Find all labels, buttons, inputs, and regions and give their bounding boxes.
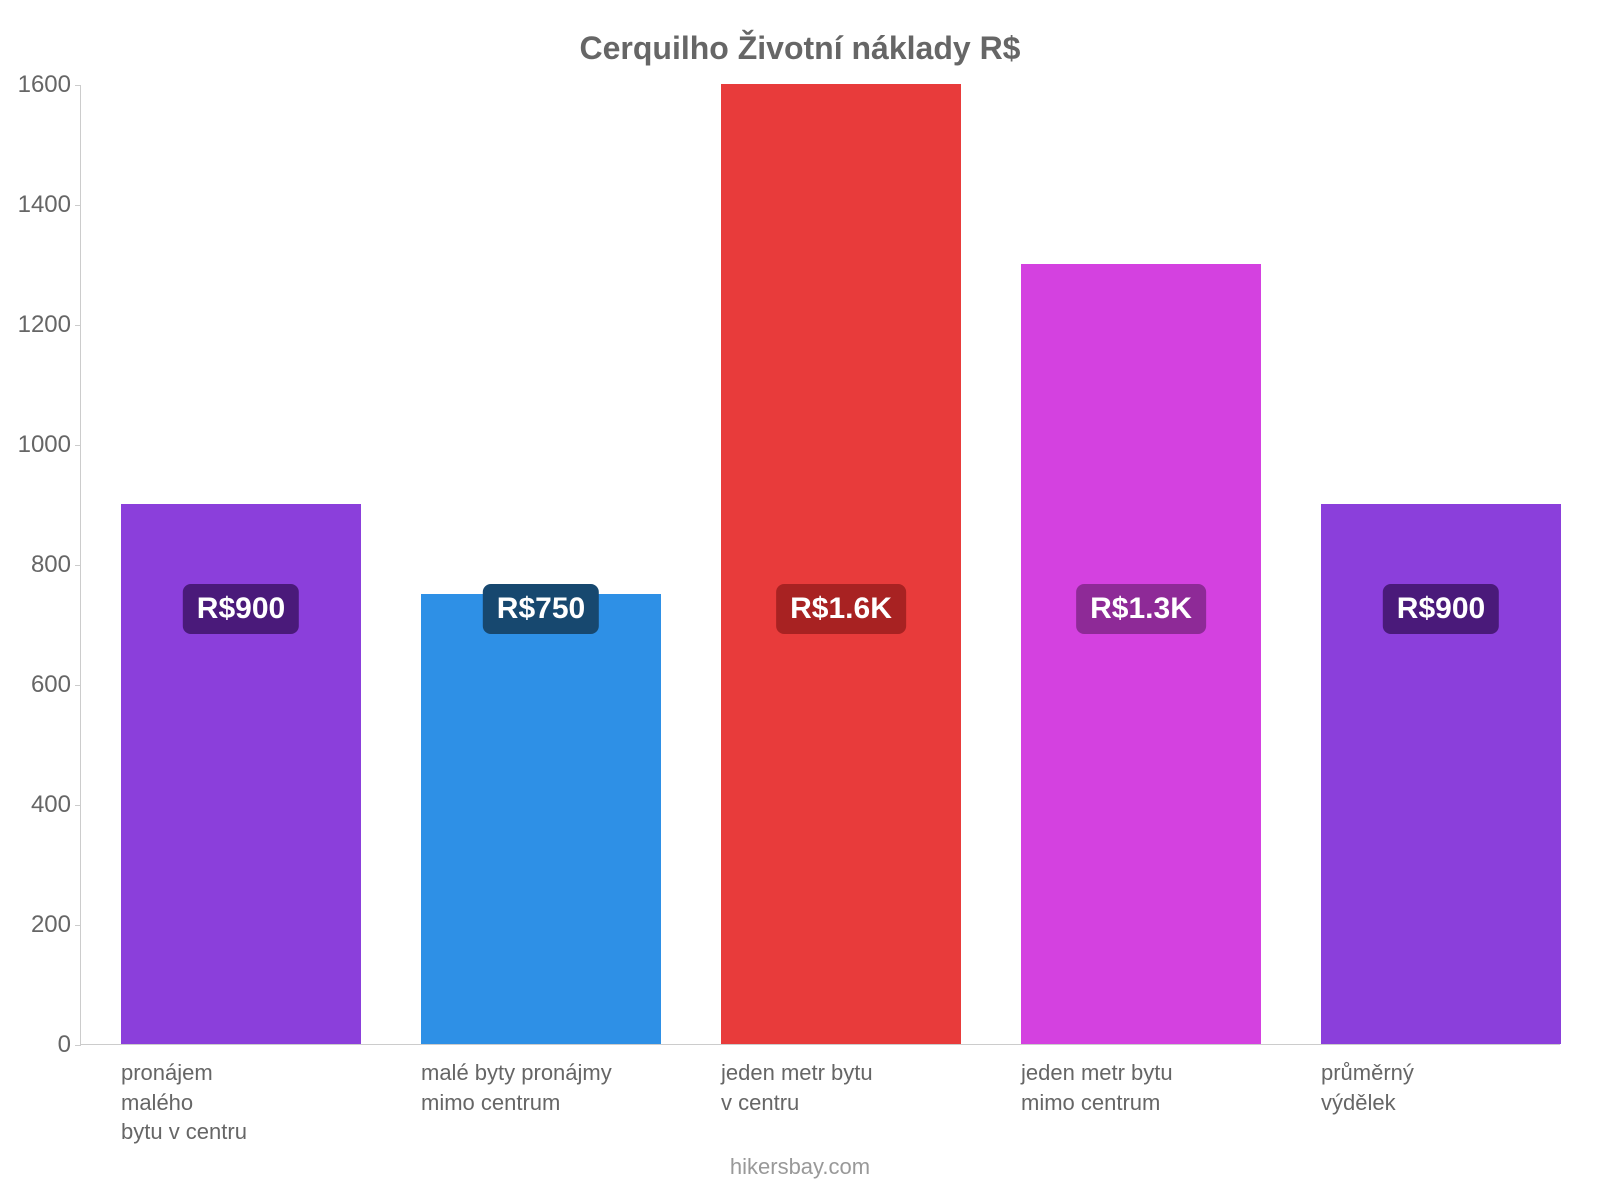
x-category-label: jeden metr bytuv centru [721,1058,961,1117]
bar: R$1.6K [721,84,961,1044]
y-tick-mark [75,1045,81,1046]
y-tick-label: 1200 [1,311,71,339]
y-tick-mark [75,805,81,806]
bar-value-label: R$1.3K [1076,584,1206,634]
y-tick-label: 0 [1,1031,71,1059]
x-category-label: jeden metr bytumimo centrum [1021,1058,1261,1117]
y-tick-mark [75,565,81,566]
y-tick-mark [75,685,81,686]
y-tick-label: 1600 [1,71,71,99]
attribution-text: hikersbay.com [0,1154,1600,1180]
bar: R$750 [421,594,661,1044]
y-tick-label: 1400 [1,191,71,219]
y-tick-label: 800 [1,551,71,579]
y-tick-mark [75,325,81,326]
x-category-label: pronájemmaléhobytu v centru [121,1058,361,1147]
y-tick-label: 400 [1,791,71,819]
y-tick-label: 600 [1,671,71,699]
x-category-label: malé byty pronájmymimo centrum [421,1058,661,1117]
y-tick-mark [75,85,81,86]
y-tick-mark [75,205,81,206]
y-tick-mark [75,445,81,446]
x-category-label: průměrnývýdělek [1321,1058,1561,1117]
y-tick-label: 1000 [1,431,71,459]
y-tick-mark [75,925,81,926]
chart-container: Cerquilho Životní náklady R$ R$900R$750R… [0,0,1600,1200]
y-tick-label: 200 [1,911,71,939]
plot-area: R$900R$750R$1.6KR$1.3KR$900 020040060080… [80,85,1560,1045]
bar-value-label: R$900 [1383,584,1499,634]
bar: R$900 [1321,504,1561,1044]
bar-value-label: R$1.6K [776,584,906,634]
chart-title: Cerquilho Životní náklady R$ [0,30,1600,67]
bar-value-label: R$900 [183,584,299,634]
bar-value-label: R$750 [483,584,599,634]
bars-layer: R$900 R$750 R$1.6K R$1.3K R$900 [81,85,1560,1044]
bar: R$900 [121,504,361,1044]
bar: R$1.3K [1021,264,1261,1044]
